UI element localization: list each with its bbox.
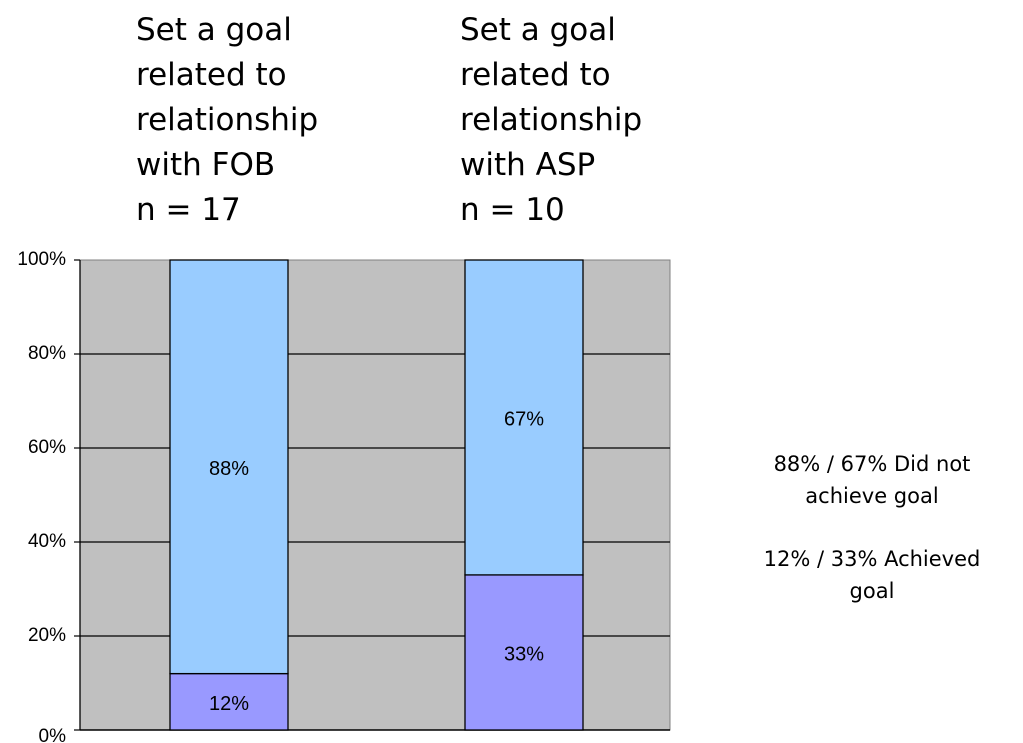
category-sample-size: n = 10 [460,192,565,228]
category-sample-size: n = 17 [136,192,241,228]
bar-segment-achieved [464,574,584,731]
y-tick-label: 80% [28,343,66,364]
y-tick-label: 60% [28,437,66,458]
legend-line: 12% / 33% Achieved [763,547,981,571]
category-title-fob: Set a goal related to relationship with … [136,8,318,233]
category-title-line: relationship [460,102,643,138]
bar-segment-not_achieved [464,259,584,576]
category-title-line: Set a goal [460,12,616,48]
legend-item-achieved: 12% / 33% Achieved goal [722,543,1022,607]
category-title-line: with FOB [136,147,276,183]
data-label: 67% [504,408,544,430]
legend-line: 88% / 67% Did not [773,452,971,476]
y-tick-label: 40% [28,531,66,552]
category-title-line: with ASP [460,147,596,183]
category-title-asp: Set a goal related to relationship with … [460,8,642,233]
y-tick-label: 100% [17,249,66,270]
legend-item-not-achieved: 88% / 67% Did not achieve goal [722,448,1022,512]
category-title-line: Set a goal [136,12,292,48]
category-title-line: related to [136,57,287,93]
bar-segment-not_achieved [169,259,289,675]
category-title-line: relationship [136,102,319,138]
y-tick-label: 20% [28,625,66,646]
data-label: 88% [209,458,249,480]
data-label: 33% [504,643,544,665]
y-tick-label: 0% [39,726,67,743]
legend-line: goal [849,579,895,603]
bar-segment-achieved [169,672,289,731]
data-label: 12% [209,693,249,715]
legend-line: achieve goal [805,484,939,508]
category-title-line: related to [460,57,611,93]
